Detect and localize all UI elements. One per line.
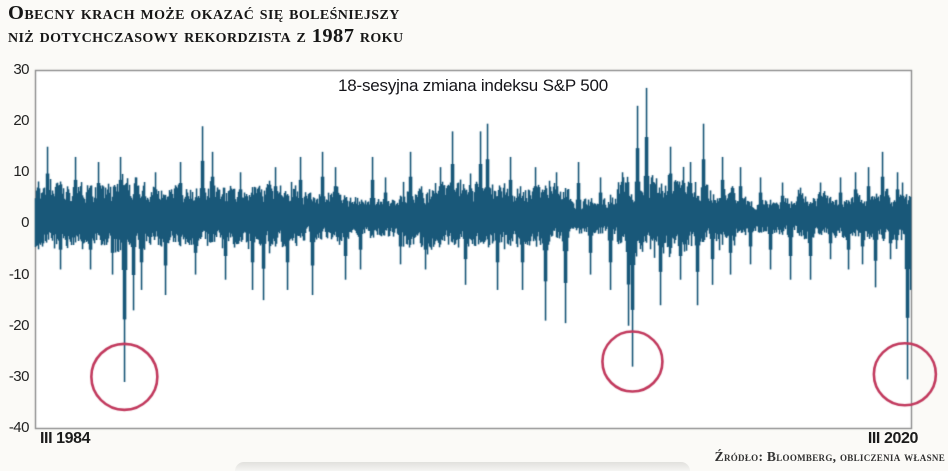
y-tick-label: -40: [8, 419, 30, 436]
source-credit: Źródło: Bloomberg, obliczenia własne: [714, 449, 945, 464]
y-tick-label: 10: [13, 163, 29, 181]
y-tick-label: -20: [8, 316, 30, 334]
headline-line-2: niż dotychczasowy rekordzista z 1987 rok…: [8, 25, 404, 47]
headline-line-1: Obecny krach może okazać się boleśniejsz…: [8, 2, 400, 24]
y-tick-label: -10: [8, 265, 30, 283]
y-tick-label: -30: [8, 367, 30, 385]
y-tick-label: 20: [13, 112, 29, 130]
y-tick-label: 30: [13, 61, 29, 78]
headline: Obecny krach może okazać się boleśniejsz…: [8, 2, 403, 48]
x-axis-end-label: III 2020: [867, 430, 919, 447]
x-axis-start-label: III 1984: [40, 430, 91, 447]
y-tick-label: 0: [21, 214, 29, 232]
chart-series-label: 18-sesyjna zmiana indeksu S&P 500: [338, 76, 608, 95]
